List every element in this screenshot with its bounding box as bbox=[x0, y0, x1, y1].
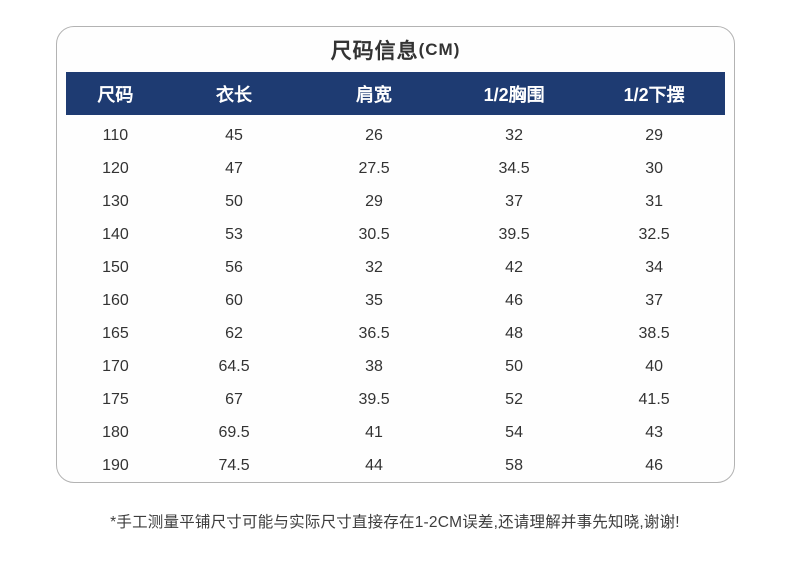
table-row: 190 74.5 44 58 46 bbox=[66, 449, 725, 482]
cell-garment-length: 64.5 bbox=[218, 357, 250, 375]
cell-size: 110 bbox=[102, 126, 129, 144]
column-header-half-bust: 1/2胸围 bbox=[483, 84, 545, 105]
cell-half-hem: 40 bbox=[645, 357, 663, 375]
cell-half-bust: 42 bbox=[505, 258, 523, 276]
cell-shoulder-width: 38 bbox=[365, 357, 383, 375]
size-chart-card: 尺码信息 (CM) 尺码 衣长 肩宽 1/2胸围 1/2下摆 110 45 26 … bbox=[56, 26, 735, 483]
cell-shoulder-width: 29 bbox=[365, 192, 383, 210]
cell-size: 140 bbox=[102, 225, 129, 243]
cell-shoulder-width: 35 bbox=[365, 291, 383, 309]
cell-half-hem: 32.5 bbox=[638, 225, 670, 243]
cell-size: 180 bbox=[102, 423, 129, 441]
table-row: 180 69.5 41 54 43 bbox=[66, 416, 725, 449]
cell-size: 190 bbox=[102, 456, 129, 474]
table-body: 110 45 26 32 29 120 47 27.5 34.5 30 130 … bbox=[57, 115, 734, 482]
cell-half-hem: 38.5 bbox=[638, 324, 670, 342]
cell-garment-length: 45 bbox=[225, 126, 243, 144]
table-header-row: 尺码 衣长 肩宽 1/2胸围 1/2下摆 bbox=[66, 72, 725, 115]
cell-half-hem: 43 bbox=[645, 423, 663, 441]
cell-half-bust: 32 bbox=[505, 126, 523, 144]
cell-half-bust: 54 bbox=[505, 423, 523, 441]
size-chart-title-text: 尺码信息 bbox=[330, 39, 419, 63]
table-row: 170 64.5 38 50 40 bbox=[66, 350, 725, 383]
cell-garment-length: 62 bbox=[225, 324, 243, 342]
cell-shoulder-width: 26 bbox=[365, 126, 383, 144]
cell-garment-length: 67 bbox=[225, 390, 243, 408]
cell-half-bust: 34.5 bbox=[498, 159, 530, 177]
table-row: 130 50 29 37 31 bbox=[66, 185, 725, 218]
cell-half-hem: 30 bbox=[645, 159, 663, 177]
cell-half-bust: 39.5 bbox=[498, 225, 530, 243]
column-header-half-hem: 1/2下摆 bbox=[623, 84, 685, 105]
cell-size: 150 bbox=[102, 258, 129, 276]
cell-half-hem: 37 bbox=[645, 291, 663, 309]
cell-garment-length: 50 bbox=[225, 192, 243, 210]
cell-half-bust: 50 bbox=[505, 357, 523, 375]
table-row: 175 67 39.5 52 41.5 bbox=[66, 383, 725, 416]
cell-size: 120 bbox=[102, 159, 129, 177]
size-chart-title-unit: (CM) bbox=[418, 39, 461, 59]
cell-size: 160 bbox=[102, 291, 129, 309]
table-row: 160 60 35 46 37 bbox=[66, 284, 725, 317]
cell-size: 170 bbox=[102, 357, 129, 375]
table-row: 165 62 36.5 48 38.5 bbox=[66, 317, 725, 350]
measurement-disclaimer: *手工测量平铺尺寸可能与实际尺寸直接存在1-2CM误差,还请理解并事先知晓,谢谢… bbox=[110, 514, 680, 531]
table-row: 120 47 27.5 34.5 30 bbox=[66, 152, 725, 185]
cell-garment-length: 47 bbox=[225, 159, 243, 177]
cell-shoulder-width: 41 bbox=[365, 423, 383, 441]
table-row: 140 53 30.5 39.5 32.5 bbox=[66, 218, 725, 251]
cell-half-bust: 58 bbox=[505, 456, 523, 474]
column-header-size: 尺码 bbox=[97, 84, 134, 105]
cell-half-hem: 29 bbox=[645, 126, 663, 144]
cell-half-bust: 48 bbox=[505, 324, 523, 342]
cell-shoulder-width: 39.5 bbox=[358, 390, 390, 408]
cell-half-bust: 37 bbox=[505, 192, 523, 210]
cell-size: 130 bbox=[102, 192, 129, 210]
cell-garment-length: 56 bbox=[225, 258, 243, 276]
table-row: 110 45 26 32 29 bbox=[66, 119, 725, 152]
cell-half-hem: 34 bbox=[645, 258, 663, 276]
cell-half-hem: 31 bbox=[645, 192, 663, 210]
cell-half-hem: 41.5 bbox=[638, 390, 670, 408]
column-header-shoulder-width: 肩宽 bbox=[356, 84, 393, 105]
cell-size: 175 bbox=[102, 390, 129, 408]
cell-shoulder-width: 44 bbox=[365, 456, 383, 474]
cell-shoulder-width: 36.5 bbox=[358, 324, 390, 342]
cell-garment-length: 69.5 bbox=[218, 423, 250, 441]
cell-garment-length: 53 bbox=[225, 225, 243, 243]
cell-half-hem: 46 bbox=[645, 456, 663, 474]
cell-shoulder-width: 30.5 bbox=[358, 225, 390, 243]
cell-garment-length: 74.5 bbox=[218, 456, 250, 474]
cell-garment-length: 60 bbox=[225, 291, 243, 309]
table-row: 150 56 32 42 34 bbox=[66, 251, 725, 284]
cell-half-bust: 52 bbox=[505, 390, 523, 408]
cell-shoulder-width: 27.5 bbox=[358, 159, 390, 177]
cell-half-bust: 46 bbox=[505, 291, 523, 309]
size-chart-title: 尺码信息 (CM) bbox=[57, 27, 734, 72]
cell-size: 165 bbox=[102, 324, 129, 342]
cell-shoulder-width: 32 bbox=[365, 258, 383, 276]
column-header-garment-length: 衣长 bbox=[216, 84, 253, 105]
